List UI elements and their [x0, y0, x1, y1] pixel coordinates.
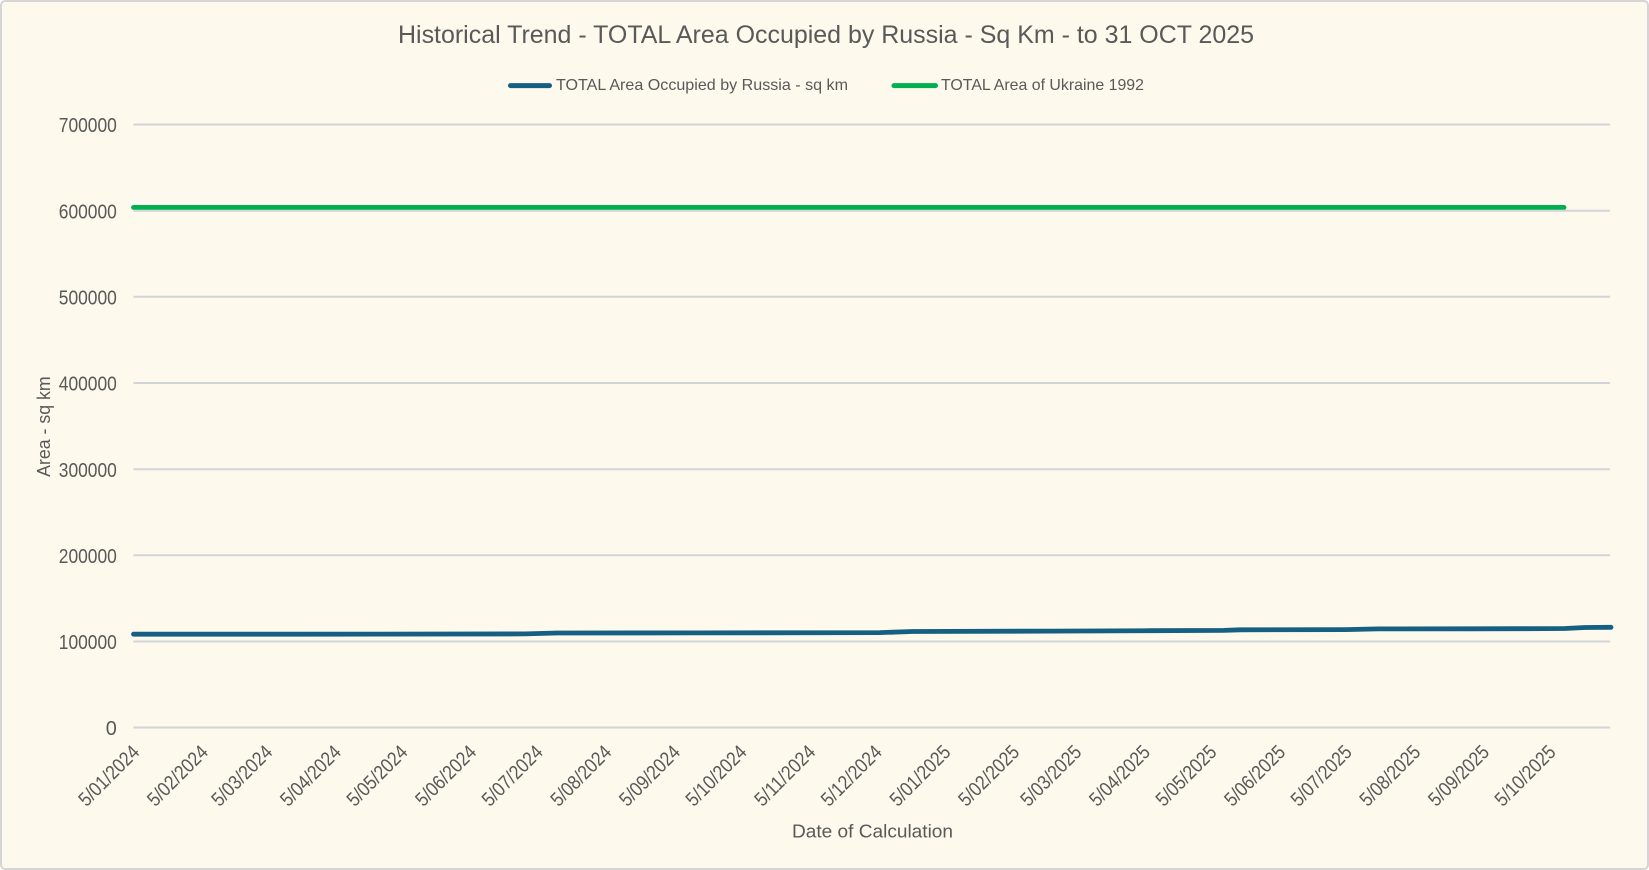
- svg-text:500000: 500000: [59, 288, 117, 310]
- svg-text:400000: 400000: [59, 374, 117, 396]
- svg-text:TOTAL Area of Ukraine 1992: TOTAL Area of Ukraine 1992: [941, 77, 1144, 94]
- svg-text:600000: 600000: [59, 201, 117, 223]
- svg-text:Historical Trend - TOTAL Area: Historical Trend - TOTAL Area Occupied b…: [398, 22, 1254, 49]
- svg-text:200000: 200000: [59, 546, 117, 568]
- svg-text:700000: 700000: [59, 115, 117, 137]
- svg-text:Date of Calculation: Date of Calculation: [792, 821, 953, 842]
- svg-text:0: 0: [106, 718, 117, 740]
- svg-text:Area - sq km: Area - sq km: [33, 376, 54, 477]
- svg-text:300000: 300000: [59, 460, 117, 482]
- svg-text:TOTAL Area Occupied by Russia: TOTAL Area Occupied by Russia - sq km: [556, 77, 848, 94]
- svg-text:100000: 100000: [59, 632, 117, 654]
